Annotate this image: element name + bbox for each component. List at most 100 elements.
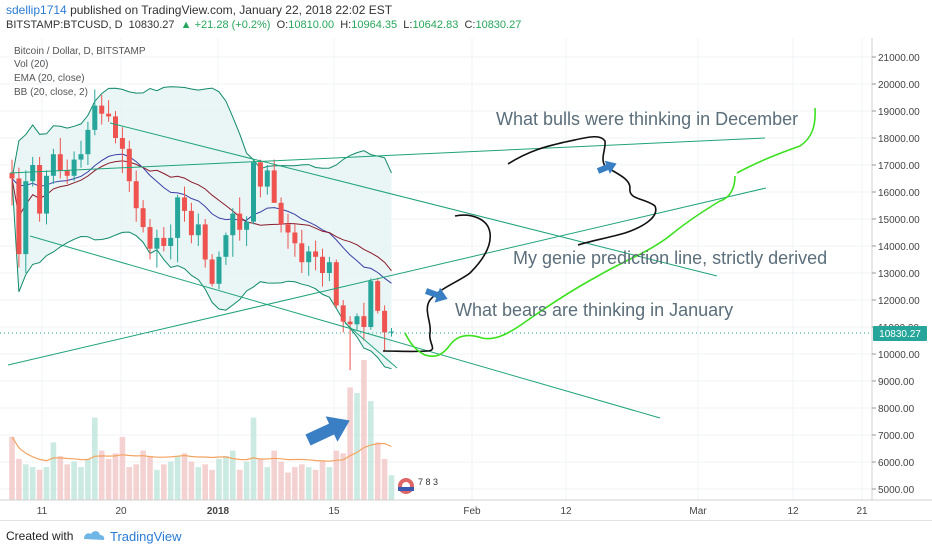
current-price-label: 10830.27 [873, 326, 927, 341]
high-label: H: [340, 19, 352, 31]
price-tick-label: 17000.00 [878, 161, 920, 172]
candle-body [44, 175, 49, 214]
genie-prediction-line-end[interactable] [736, 107, 816, 174]
freehand-drawings [382, 107, 816, 358]
created-with-text: Created with [6, 529, 74, 543]
candle-body [320, 256, 325, 273]
upper-channel-line[interactable] [9, 137, 766, 174]
volume-bar [154, 469, 160, 500]
volume-bar [230, 450, 236, 500]
candle-body [37, 165, 43, 214]
short-descending-line[interactable] [344, 322, 398, 369]
bulls-scribble[interactable] [507, 135, 657, 246]
time-axis-labels: 11 20 2018 15 Feb 12 Mar 12 21 [37, 506, 868, 517]
candle-body [195, 224, 201, 236]
volume-bar [85, 458, 91, 500]
arrow-icon-bulls [596, 160, 617, 174]
time-tick-label: 11 [37, 506, 48, 517]
author-link[interactable]: sdellip1714 [6, 3, 67, 17]
volume-bar [140, 450, 146, 500]
price-tick-label: 13000.00 [878, 269, 920, 280]
candle-body [257, 162, 263, 187]
time-tick-label: Mar [689, 506, 707, 517]
volume-bar [299, 464, 305, 500]
price-chart[interactable]: 21000.00 20000.00 19000.00 18000.00 17000.00… [0, 38, 932, 520]
volume-bar [126, 467, 133, 500]
volume-bar [29, 467, 36, 500]
candle-body [216, 256, 222, 284]
ohlc-line: BITSTAMP:BTCUSD, D 10830.27 ▲ +21.28 (+0… [6, 19, 521, 31]
volume-bar [16, 458, 22, 500]
candle-body [85, 129, 91, 155]
volume-bar [305, 467, 312, 500]
bears-scribble[interactable] [382, 214, 491, 353]
candle-body [361, 316, 367, 327]
candle-body [223, 235, 229, 257]
candle-body [154, 237, 160, 249]
volume-bar [50, 442, 57, 500]
tradingview-brand[interactable]: TradingView [110, 529, 182, 544]
volume-bar [381, 458, 388, 500]
candle-body [389, 331, 394, 333]
volume-bar [243, 461, 250, 500]
ascending-line[interactable] [7, 187, 767, 366]
candle-body [57, 154, 63, 171]
volume-bar [361, 360, 367, 500]
candle-body [202, 224, 208, 260]
volume-bar [202, 464, 208, 500]
volume-bar [188, 461, 195, 500]
descending-line-top[interactable] [109, 122, 718, 277]
volume-bar [167, 461, 174, 500]
trend-lines [0, 122, 872, 419]
candle-body [313, 251, 319, 257]
volume-bar [133, 464, 139, 500]
bears-annotation: What bears are thinking in January [455, 300, 733, 320]
candle-body [333, 262, 339, 306]
volume-bar [278, 461, 284, 500]
candle-body [161, 237, 167, 246]
chart-area[interactable]: 21000.00 20000.00 19000.00 18000.00 17000.00… [0, 38, 932, 520]
candle-body [106, 113, 112, 117]
price-tick-label: 15000.00 [878, 215, 920, 226]
publish-line: sdellip1714 published on TradingView.com… [6, 3, 392, 17]
candle-body [16, 178, 22, 255]
volume-bar [105, 458, 112, 500]
candle-body [306, 251, 312, 263]
last-price: 10830.27 [128, 19, 175, 31]
candle-body [230, 213, 236, 236]
candle-body [251, 162, 256, 222]
svg-text:7 8 3: 7 8 3 [418, 477, 438, 487]
candle-body [188, 210, 194, 236]
candle-body [278, 202, 284, 225]
volume-bar [195, 467, 202, 500]
volume-bar [57, 456, 64, 500]
volume-bar [326, 467, 333, 500]
candle-body [237, 213, 243, 230]
candle-body [30, 165, 36, 182]
genie-prediction-line[interactable] [404, 175, 736, 358]
low-value: 10642.83 [412, 19, 459, 31]
candle-body [209, 259, 215, 284]
bulls-annotation: What bulls were thinking in December [496, 109, 798, 129]
descending-line-bottom[interactable] [29, 235, 661, 419]
volume-bars [9, 360, 395, 500]
legend-ema: EMA (20, close) [14, 73, 85, 84]
time-tick-label: 20 [115, 506, 127, 517]
volume-bar [271, 450, 277, 500]
volume-bar [98, 450, 105, 500]
candle-body [119, 138, 125, 149]
price-axis[interactable] [0, 38, 932, 501]
watermark-badge: 7 8 3 [398, 477, 438, 494]
candle-body [299, 243, 305, 263]
volume-bar [236, 469, 243, 500]
price-tick-label: 12000.00 [878, 296, 920, 307]
candle-body [326, 262, 332, 273]
candle-body [126, 148, 132, 182]
close-value: 10830.27 [475, 19, 522, 31]
candle-body [182, 197, 187, 211]
volume-bar [354, 392, 360, 500]
candle-body [147, 227, 153, 249]
arrow-icon-bears [424, 287, 448, 303]
candle-body [113, 116, 118, 138]
legend-bb: BB (20, close, 2) [14, 87, 88, 98]
